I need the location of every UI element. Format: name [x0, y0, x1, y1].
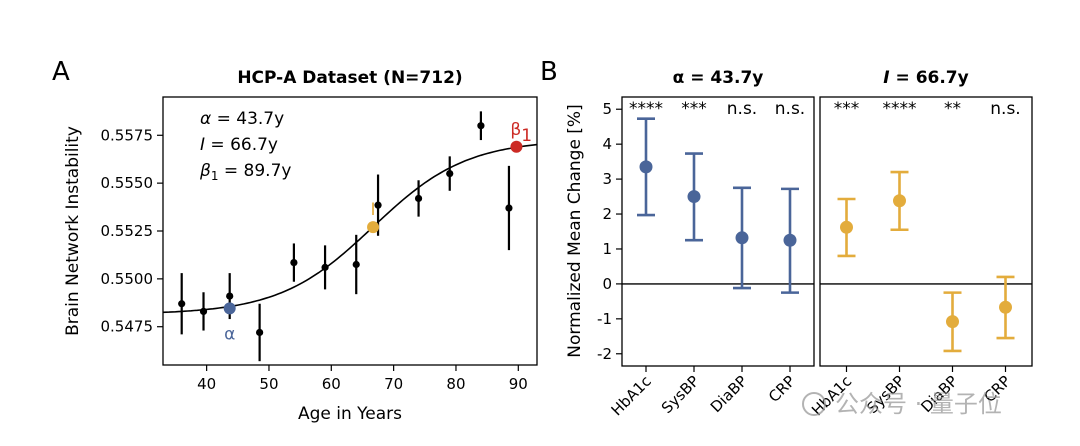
panel-letter-b: B — [540, 57, 558, 87]
panel-b-subplot-alpha: α = 43.7y HbA1c **** SysBP *** DiaBP n.s. CRP n.… — [608, 68, 815, 419]
x-tick-label: HbA1c — [608, 372, 655, 419]
data-point — [414, 194, 423, 203]
marker-label-alpha: α — [224, 324, 235, 344]
x-tick-label: 70 — [384, 375, 403, 393]
mean-point — [783, 233, 797, 247]
marker-inflection — [367, 221, 380, 234]
significance-label: n.s. — [775, 99, 805, 119]
data-point — [199, 307, 208, 315]
panel-a-parameter-annotations: α = 43.7y I = 66.7y β1 = 89.7y — [199, 109, 291, 183]
x-tick-label: CRP — [765, 372, 799, 406]
data-point — [321, 263, 329, 271]
mean-point — [639, 160, 653, 174]
data-point — [290, 258, 298, 267]
x-tick-label: 50 — [259, 375, 278, 393]
mean-point — [999, 300, 1012, 314]
x-tick-label: 40 — [197, 375, 216, 393]
subplot-axes-frame — [621, 96, 815, 367]
x-tick-label: 60 — [322, 375, 341, 393]
wechat-icon — [802, 392, 826, 416]
y-tick-label: 0.5500 — [101, 270, 154, 288]
panel-a-chart: HCP-A Dataset (N=712) 0.5475 0.5500 0.5525… — [63, 68, 538, 424]
data-point — [374, 201, 382, 209]
data-point — [352, 260, 360, 269]
significance-label: ** — [944, 99, 961, 119]
y-tick-label: 4 — [602, 135, 612, 153]
mean-point — [946, 315, 959, 329]
y-tick-label: 0.5475 — [101, 318, 154, 336]
panel-a-y-label: Brain Network Instability — [63, 126, 83, 336]
y-tick-label: 3 — [602, 170, 612, 188]
y-tick-label: 0 — [602, 275, 612, 293]
annotation-line: α = 43.7y — [200, 109, 284, 129]
panel-b-chart: Normalized Mean Change [%] -2 -1 0 1 2 3 4 5 α … — [565, 68, 1033, 419]
data-point — [477, 122, 485, 130]
significance-label: **** — [883, 99, 917, 119]
y-tick-label: 0.5575 — [101, 126, 154, 144]
y-tick-label: 0.5550 — [101, 174, 154, 192]
mean-point — [687, 190, 701, 204]
panel-a-x-label: Age in Years — [298, 404, 402, 424]
panel-a-y-ticks: 0.5475 0.5500 0.5525 0.5550 0.5575 — [101, 126, 163, 336]
watermark-text: 公众号 · 量子位 — [835, 390, 1002, 418]
data-point — [178, 300, 186, 308]
significance-label: *** — [681, 99, 707, 119]
subplot-title: I = 66.7y — [883, 68, 968, 88]
panel-letter-a: A — [52, 57, 70, 87]
y-tick-label: -1 — [597, 310, 612, 328]
y-tick-label: 1 — [602, 240, 612, 258]
y-tick-label: 0.5525 — [101, 222, 154, 240]
marker-beta1 — [510, 140, 523, 153]
x-tick-label: DiaBP — [707, 372, 751, 416]
data-point — [256, 328, 264, 337]
data-point — [505, 204, 513, 212]
panel-b-y-label: Normalized Mean Change [%] — [565, 104, 585, 357]
mean-point — [840, 220, 853, 234]
significance-label: **** — [629, 99, 663, 119]
subplot-title: α = 43.7y — [673, 68, 764, 88]
y-tick-label: -2 — [597, 345, 612, 363]
data-point — [446, 169, 454, 178]
significance-label: *** — [834, 99, 860, 119]
mean-point — [735, 231, 749, 245]
mean-point — [893, 194, 906, 208]
annotation-line: I = 66.7y — [200, 135, 278, 155]
y-tick-label: 2 — [602, 205, 612, 223]
marker-alpha — [223, 302, 236, 315]
significance-label: n.s. — [727, 99, 757, 119]
y-tick-label: 5 — [602, 100, 612, 118]
panel-a-title: HCP-A Dataset (N=712) — [237, 68, 462, 88]
significance-label: n.s. — [990, 99, 1020, 119]
panel-a-key-markers: α Iβ1 — [223, 120, 532, 344]
panel-b-y-ticks: -2 -1 0 1 2 3 4 5 — [597, 100, 622, 363]
panel-a-data-points — [178, 111, 513, 362]
watermark: 公众号 · 量子位 — [802, 390, 1002, 418]
x-tick-label: 90 — [509, 375, 528, 393]
subplot-axes-frame — [819, 96, 1033, 367]
annotation-line: β1 = 89.7y — [199, 161, 291, 183]
marker-label-beta1: β1 — [510, 120, 532, 146]
marker-label-inflection: I — [371, 200, 376, 220]
x-tick-label: 80 — [446, 375, 465, 393]
panel-a-x-ticks: 40 50 60 70 80 90 — [197, 365, 528, 393]
x-tick-label: SysBP — [658, 372, 703, 417]
data-point — [226, 292, 234, 300]
